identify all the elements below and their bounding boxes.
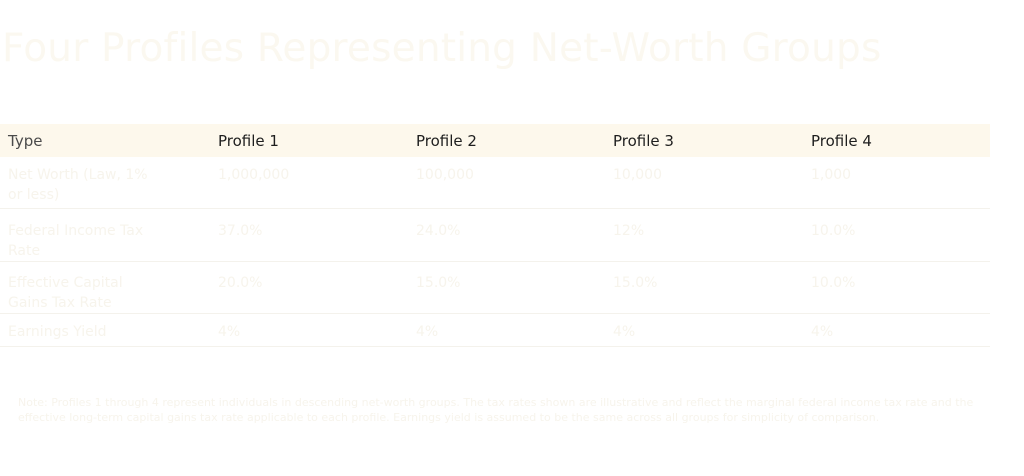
table-cell: 4%	[811, 324, 834, 340]
table-row: Effective Capital Gains Tax Rate 20.0% 1…	[0, 262, 990, 314]
table-header-row: Type Profile 1 Profile 2 Profile 3 Profi…	[0, 124, 990, 157]
column-header-profile-2: Profile 2	[416, 132, 477, 150]
table-row: Earnings Yield 4% 4% 4% 4%	[0, 314, 990, 347]
column-header-profile-1: Profile 1	[218, 132, 279, 150]
column-header-profile-3: Profile 3	[613, 132, 674, 150]
table-cell: 12%	[613, 223, 645, 239]
column-header-type: Type	[8, 132, 43, 150]
table-cell: 1,000	[811, 167, 852, 183]
page-title: Four Profiles Representing Net-Worth Gro…	[2, 26, 882, 71]
row-label: Net Worth (Law, 1% or less)	[8, 167, 148, 203]
table-cell: 10.0%	[811, 223, 856, 239]
table-cell: 20.0%	[218, 275, 263, 291]
table-cell: 10,000	[613, 167, 662, 183]
table-cell: 15.0%	[416, 275, 461, 291]
table-row: Net Worth (Law, 1% or less) 1,000,000 10…	[0, 157, 990, 209]
profiles-table: Type Profile 1 Profile 2 Profile 3 Profi…	[0, 124, 990, 347]
row-label: Effective Capital Gains Tax Rate	[8, 275, 123, 311]
table-row: Federal Income Tax Rate 37.0% 24.0% 12% …	[0, 209, 990, 262]
table-cell: 10.0%	[811, 275, 856, 291]
table-footnote: Note: Profiles 1 through 4 represent ind…	[18, 396, 974, 424]
table-cell: 37.0%	[218, 223, 263, 239]
table-cell: 4%	[218, 324, 241, 340]
column-header-profile-4: Profile 4	[811, 132, 872, 150]
row-label: Earnings Yield	[8, 324, 107, 340]
table-cell: 4%	[416, 324, 439, 340]
table-cell: 15.0%	[613, 275, 658, 291]
table-cell: 1,000,000	[218, 167, 290, 183]
row-label: Federal Income Tax Rate	[8, 223, 144, 259]
table-cell: 100,000	[416, 167, 474, 183]
table-cell: 4%	[613, 324, 636, 340]
table-cell: 24.0%	[416, 223, 461, 239]
